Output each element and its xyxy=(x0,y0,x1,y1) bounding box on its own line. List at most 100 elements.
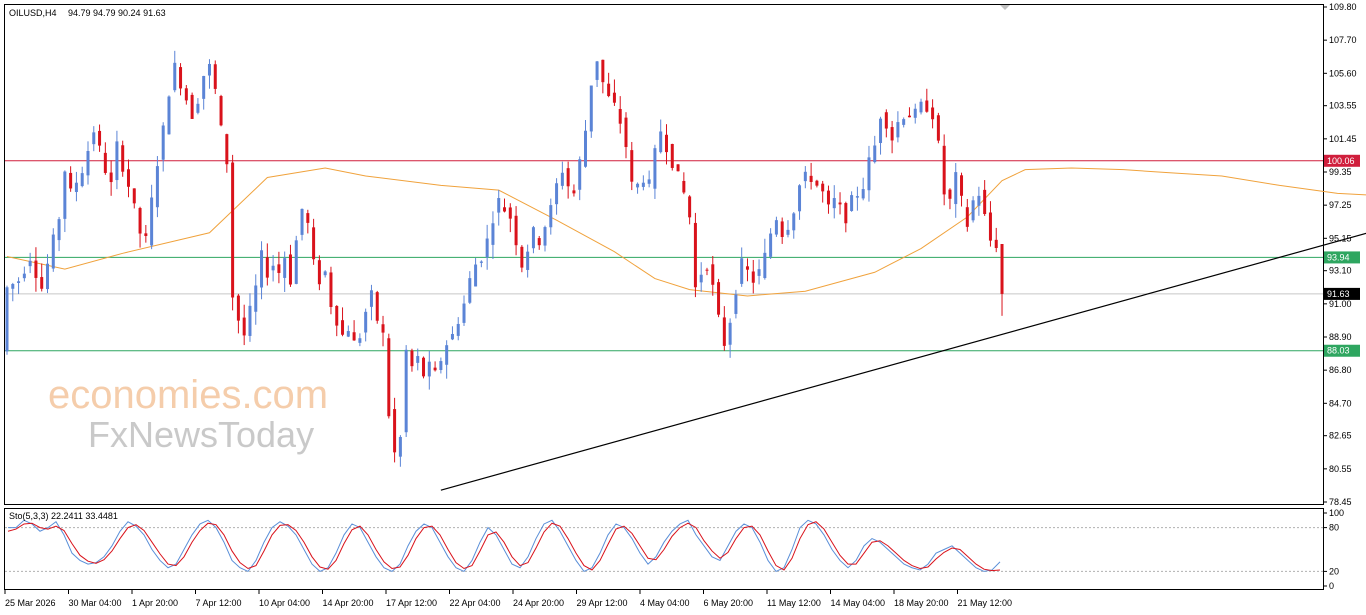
candle-bear xyxy=(722,317,726,346)
candle-bear xyxy=(352,332,356,341)
candle-bull xyxy=(861,189,865,199)
time-tick-label: 11 May 12:00 xyxy=(767,598,821,608)
candle-bull xyxy=(416,356,420,363)
candle-bear xyxy=(572,190,576,194)
price-tick-label: 105.60 xyxy=(1329,68,1357,78)
candle-bear xyxy=(144,233,148,236)
candle-bull xyxy=(323,271,327,276)
chart-ohlc: 94.79 94.79 90.24 91.63 xyxy=(68,8,166,18)
stochastic-tick-label: 80 xyxy=(1329,523,1339,533)
level-label-support: 88.03 xyxy=(1327,346,1350,356)
candle-bear xyxy=(433,367,437,371)
candle-bull xyxy=(641,182,645,187)
candle-bear xyxy=(988,212,992,241)
candle-bull xyxy=(699,274,703,283)
candle-bear xyxy=(341,320,345,335)
candle-bear xyxy=(381,324,385,333)
watermark-fx: Fx xyxy=(88,414,128,455)
candle-bear xyxy=(780,221,784,237)
time-tick-label: 22 Apr 04:00 xyxy=(450,598,501,608)
candle-bull xyxy=(734,294,738,314)
candle-bull xyxy=(150,197,154,246)
time-tick-label: 24 Apr 20:00 xyxy=(513,598,564,608)
price-tick-label: 80.55 xyxy=(1329,464,1352,474)
candle-bull xyxy=(167,96,171,135)
candle-bull xyxy=(659,131,663,153)
chart-shift-marker-icon[interactable] xyxy=(1000,5,1010,10)
candle-bull xyxy=(757,269,761,276)
candle-bull xyxy=(913,108,917,118)
candle-bull xyxy=(653,148,657,189)
candle-bull xyxy=(803,171,807,182)
candle-bull xyxy=(798,185,802,212)
candle-bear xyxy=(983,189,987,215)
price-tick-label: 95.15 xyxy=(1329,233,1352,243)
candle-bull xyxy=(45,263,49,290)
candle-bear xyxy=(288,254,292,285)
candle-bear xyxy=(688,196,692,218)
support-trendline[interactable] xyxy=(440,113,1366,491)
candle-bull xyxy=(207,63,211,76)
time-tick-label: 25 Mar 2026 xyxy=(5,598,56,608)
candle-bear xyxy=(630,150,634,182)
candle-bear xyxy=(231,162,235,298)
candle-bull xyxy=(462,303,466,323)
level-tag-support xyxy=(1324,251,1360,264)
stochastic-oscillator: 100 80 20 0 xyxy=(5,508,1344,591)
candle-bull xyxy=(22,273,26,279)
candle-bear xyxy=(751,271,755,283)
candle-bull xyxy=(774,220,778,235)
candle-bull xyxy=(260,250,264,288)
candle-bear xyxy=(890,127,894,141)
candle-bull xyxy=(549,205,553,228)
candle-bull xyxy=(294,240,298,284)
candle-bear xyxy=(98,130,102,146)
candle-bear xyxy=(931,107,935,120)
candle-bull xyxy=(555,183,559,205)
horizontal-levels: 100.06 93.94 91.63 88.03 xyxy=(5,154,1360,357)
candle-bull xyxy=(526,251,530,270)
candle-bear xyxy=(717,282,721,315)
candle-bull xyxy=(977,195,981,206)
candle-bear xyxy=(138,208,142,234)
candle-bull xyxy=(115,141,119,181)
candle-bear xyxy=(34,260,38,278)
price-tick-label: 88.90 xyxy=(1329,332,1352,342)
candle-bull xyxy=(173,62,177,91)
candle-bull xyxy=(485,238,489,258)
level-label-resistance: 100.06 xyxy=(1327,156,1355,166)
stochastic-title: Sto(5,3,3) 22.2411 33.4481 xyxy=(9,511,118,521)
candle-bear xyxy=(184,88,188,101)
candle-bear xyxy=(607,83,611,97)
candle-bear xyxy=(410,350,414,367)
candle-bear xyxy=(225,134,229,165)
price-tick-label: 82.65 xyxy=(1329,431,1352,441)
candle-bull xyxy=(5,287,9,352)
time-tick-label: 18 May 20:00 xyxy=(894,598,949,608)
stochastic-tick-label: 0 xyxy=(1329,581,1334,591)
candle-bull xyxy=(763,252,767,279)
watermark-brand-economies: economies.com xyxy=(48,373,328,417)
candle-bear xyxy=(925,100,929,112)
candle-bull xyxy=(92,132,96,145)
candle-bear xyxy=(566,168,570,187)
candle-bull xyxy=(456,323,460,336)
price-axis: 109.80 107.70 105.60 103.55 101.45 99.35 97.25… xyxy=(1323,2,1357,507)
candle-bull xyxy=(479,261,483,263)
candle-bear xyxy=(317,260,321,285)
candle-bull xyxy=(867,157,871,191)
candle-bear xyxy=(132,188,136,204)
candle-bear xyxy=(213,64,217,89)
candle-bear xyxy=(745,266,749,270)
candle-bear xyxy=(693,222,697,288)
candles xyxy=(5,50,1004,467)
candle-bull xyxy=(17,281,21,283)
candle-bear xyxy=(503,207,507,212)
candle-bull xyxy=(57,219,61,241)
stochastic-tick-label: 20 xyxy=(1329,566,1339,576)
candle-bull xyxy=(196,103,200,113)
candle-bear xyxy=(393,409,397,453)
candle-bear xyxy=(664,134,668,153)
price-tick-label: 103.55 xyxy=(1329,101,1357,111)
candle-bear xyxy=(179,67,183,89)
